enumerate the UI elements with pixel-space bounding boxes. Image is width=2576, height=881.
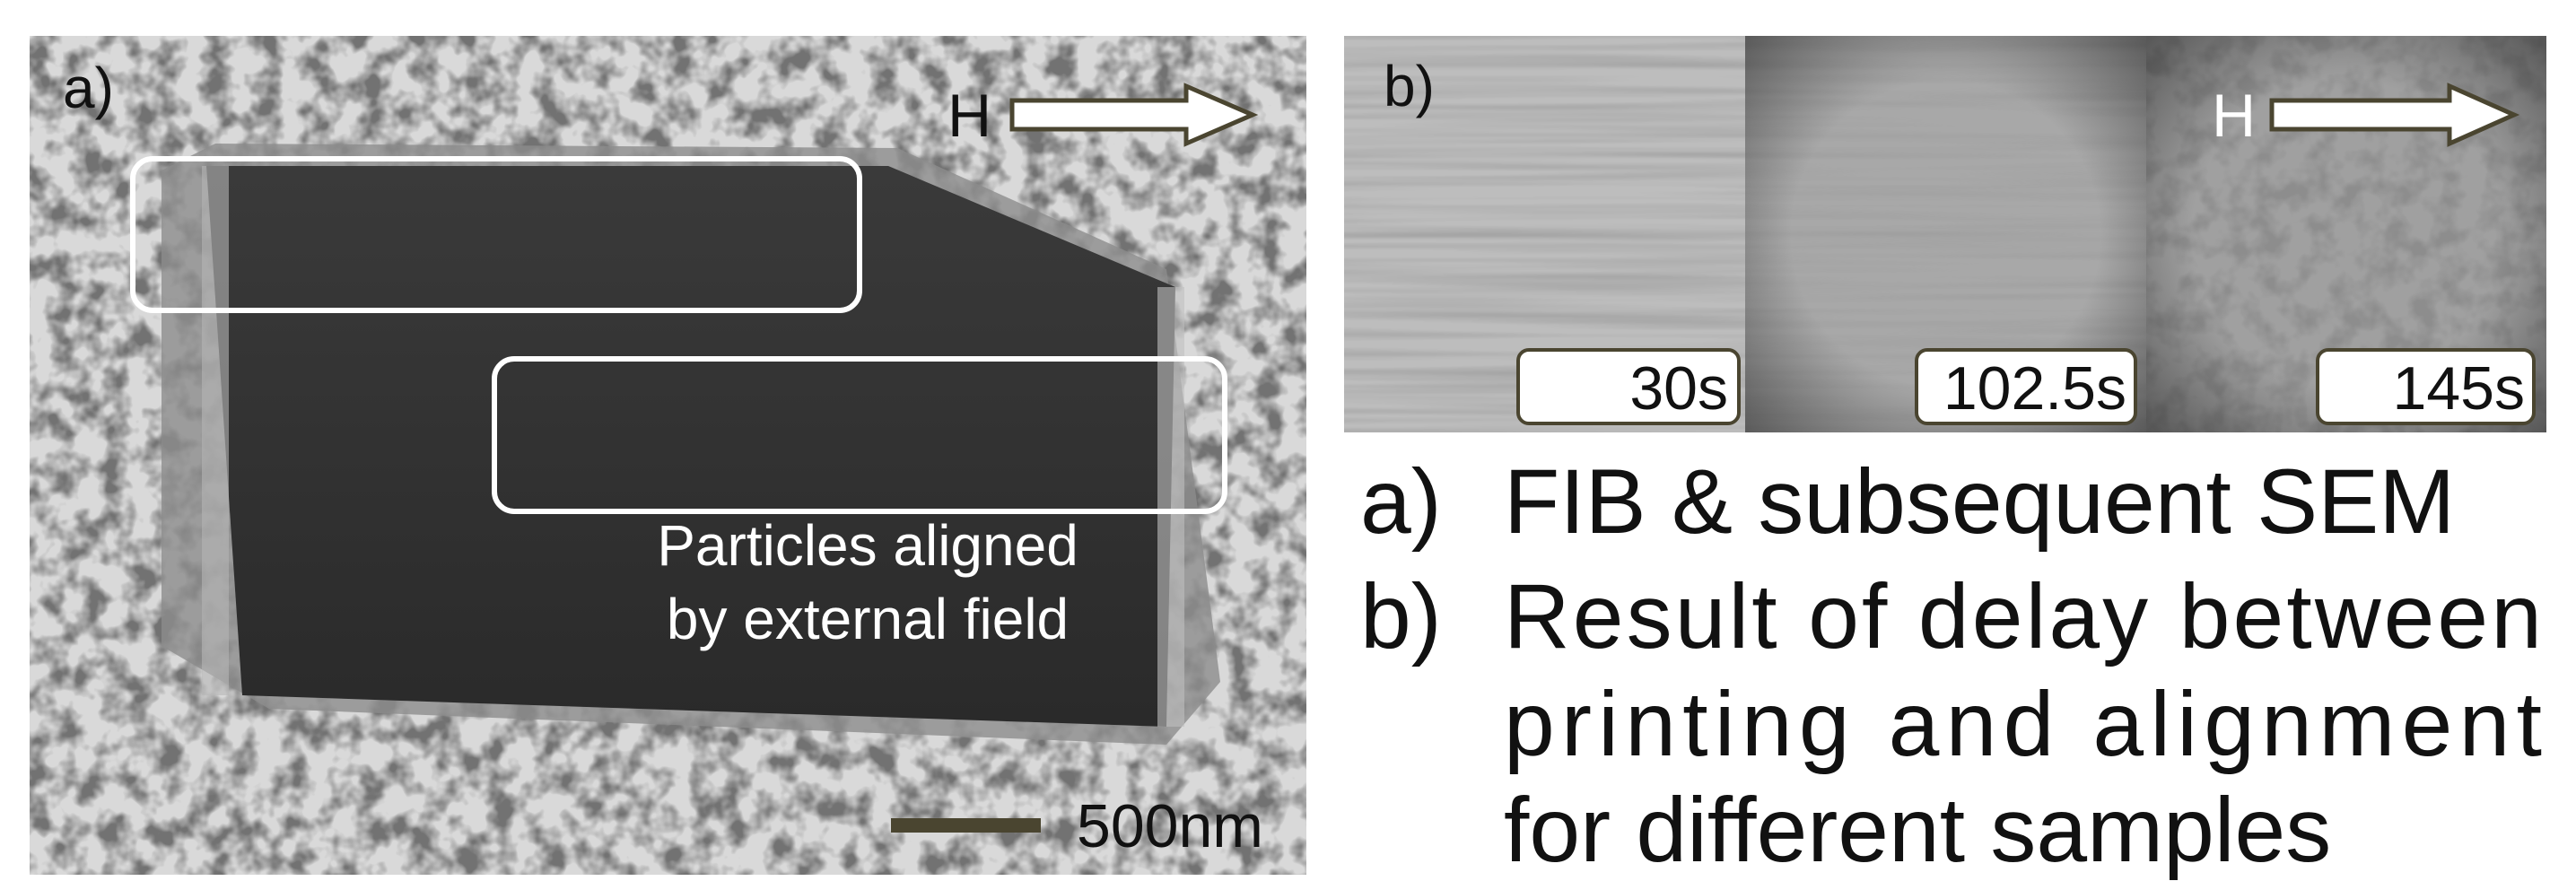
- delay-label: 102.5s: [1943, 354, 2126, 423]
- caption-marker: b): [1360, 565, 1442, 667]
- panel-b: b) H 30s 102.5s 145s: [1344, 36, 2546, 432]
- page: Particles aligned by external field a) H…: [0, 0, 2576, 881]
- delay-label: 145s: [2393, 354, 2525, 423]
- panel-a: Particles aligned by external field a) H…: [30, 36, 1306, 875]
- panel-label: b): [1384, 54, 1435, 118]
- annotation: by external field: [667, 587, 1069, 651]
- caption: a) FIB & subsequent SEM b) Result of del…: [1360, 450, 2542, 881]
- figure: Particles aligned by external field a) H…: [0, 0, 2576, 881]
- annotation: Particles aligned: [657, 513, 1078, 578]
- caption-line: FIB & subsequent SEM: [1504, 450, 2455, 553]
- trench-wall: [1157, 287, 1184, 727]
- caption-line: for different samples: [1504, 779, 2331, 881]
- trench-wall: [202, 166, 229, 695]
- caption-line: Result of delay between: [1504, 565, 2542, 667]
- field-label: H: [2212, 82, 2256, 150]
- scale-label: 500nm: [1077, 792, 1263, 860]
- caption-line: printing and alignment: [1504, 673, 2542, 775]
- field-label: H: [947, 82, 991, 150]
- scale-bar: [891, 818, 1041, 833]
- panel-label: a): [63, 56, 114, 120]
- delay-label: 30s: [1629, 354, 1728, 423]
- caption-marker: a): [1360, 450, 1442, 553]
